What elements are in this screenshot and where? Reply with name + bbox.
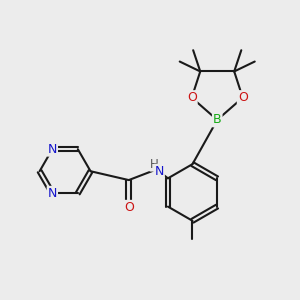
Text: N: N xyxy=(48,143,57,156)
Text: H: H xyxy=(150,158,159,171)
Text: N: N xyxy=(48,187,57,200)
Text: B: B xyxy=(213,113,221,126)
Text: O: O xyxy=(238,91,247,104)
Text: O: O xyxy=(187,91,197,104)
Text: N: N xyxy=(154,165,164,178)
Text: O: O xyxy=(124,201,134,214)
